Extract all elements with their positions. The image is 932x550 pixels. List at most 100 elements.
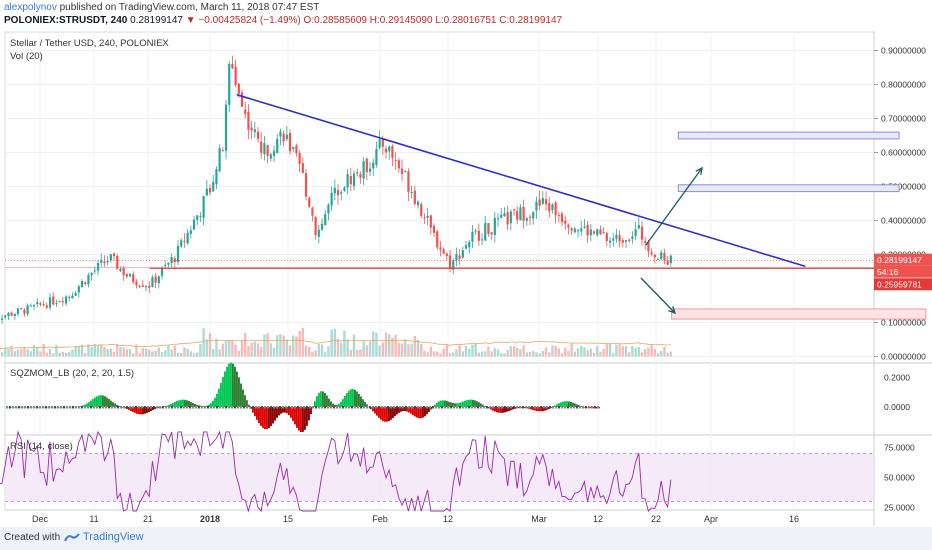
tradingview-brand[interactable]: TradingView <box>64 531 144 543</box>
sqz-dot <box>198 406 200 409</box>
sqz-bar <box>144 407 146 414</box>
sqz-bar <box>246 400 248 407</box>
candle-body <box>650 252 653 254</box>
volume-bar <box>551 345 554 357</box>
author-link[interactable]: alexpolynov <box>4 2 57 13</box>
candle-body <box>343 187 346 191</box>
volume-bar <box>448 353 452 357</box>
sqz-bar <box>402 407 404 412</box>
candle-body <box>148 285 151 288</box>
sqz-bar <box>302 407 304 432</box>
volume-bar <box>250 342 253 357</box>
sqz-dot <box>393 406 395 409</box>
volume-bar <box>282 335 285 357</box>
candle-body <box>256 131 260 139</box>
sqz-bar <box>328 398 330 407</box>
volume-bar <box>68 352 71 357</box>
sqz-bar <box>384 407 386 422</box>
sqz-bar <box>130 407 132 411</box>
candle-body <box>493 217 496 236</box>
sqz-bar <box>474 400 476 407</box>
target-box <box>677 184 900 193</box>
sqz-bar <box>554 405 556 407</box>
sqz-dot <box>453 406 455 409</box>
rsi-label: RSI (14, close) <box>10 441 73 452</box>
sqz-dot <box>525 406 527 409</box>
candle-body <box>413 190 416 204</box>
candle-body <box>573 228 576 233</box>
candle-body <box>512 209 516 211</box>
volume-bar <box>394 334 397 357</box>
sqz-dot <box>486 406 488 409</box>
candle-body <box>490 232 493 235</box>
volume-bar <box>519 349 522 357</box>
candle-body <box>432 225 436 233</box>
publish-line: alexpolynov published on TradingView.com… <box>4 2 319 13</box>
sqz-dot <box>384 406 386 409</box>
sqz-dot <box>336 406 338 409</box>
volume-bar <box>602 348 605 357</box>
volume-bar <box>669 351 673 357</box>
sqz-bar <box>590 407 592 409</box>
sqz-dot <box>348 406 350 409</box>
volume-bar <box>154 350 157 357</box>
volume-bar <box>592 352 596 357</box>
candle-body <box>599 229 602 235</box>
candle-body <box>157 276 160 284</box>
candle-body <box>631 236 634 239</box>
volume-bar <box>77 346 81 357</box>
sqz-bar <box>212 400 214 407</box>
volume-bar <box>429 346 433 357</box>
candle-body <box>628 239 631 242</box>
sqz-dot <box>273 406 275 409</box>
sqz-bar <box>542 407 544 412</box>
sqz-bar <box>428 407 430 412</box>
candle-body <box>394 160 397 162</box>
sqz-bar <box>360 396 362 407</box>
countdown-tag: 54:16 <box>877 267 899 277</box>
candle-body <box>247 111 250 130</box>
sqz-dot <box>183 406 185 409</box>
symbol-label: POLONIEX:STRUSDT, 240 <box>4 15 128 26</box>
sqz-dot <box>201 406 203 409</box>
tradingview-logo-icon <box>64 532 80 542</box>
volume-bar <box>20 348 23 357</box>
sqz-dot <box>222 406 224 409</box>
sqz-dot <box>57 406 59 409</box>
sqz-dot <box>558 406 560 409</box>
volume-bar <box>378 345 381 357</box>
candle-body <box>480 239 484 241</box>
sqz-bar <box>190 402 192 407</box>
sqz-dot <box>171 406 173 409</box>
volume-bar <box>388 334 391 357</box>
candle-body <box>439 247 442 250</box>
volume-bar <box>439 353 442 357</box>
sqz-dot <box>462 406 464 409</box>
candle-body <box>605 233 608 241</box>
volume-bar <box>461 351 465 357</box>
candle-body <box>352 173 356 187</box>
candle-body <box>615 235 618 239</box>
chart-canvas[interactable]: 0.90000000 0.80000000 0.70000000 0.60000000… <box>0 0 932 527</box>
candle-body <box>407 171 410 192</box>
sqz-dot <box>342 406 344 409</box>
volume-bar <box>560 353 564 357</box>
volume-bar <box>170 349 173 357</box>
sqz-bar <box>102 395 104 407</box>
sqz-dot <box>315 406 317 409</box>
sqz-bar <box>416 407 418 418</box>
sqz-bar <box>200 405 202 407</box>
volume-bar <box>64 352 68 357</box>
volume-bar <box>663 346 666 357</box>
candle-body <box>388 146 391 152</box>
volume-bar <box>116 343 119 357</box>
candle-body <box>295 145 298 154</box>
sqz-dot <box>48 406 50 409</box>
sqz-bar <box>248 404 250 407</box>
volume-bar <box>474 343 477 357</box>
sqz-dot <box>84 406 86 409</box>
volume-bar <box>493 348 497 357</box>
sqz-bar <box>254 407 256 417</box>
countdown-tag-bg <box>874 265 932 278</box>
sqz-dot <box>279 406 281 409</box>
